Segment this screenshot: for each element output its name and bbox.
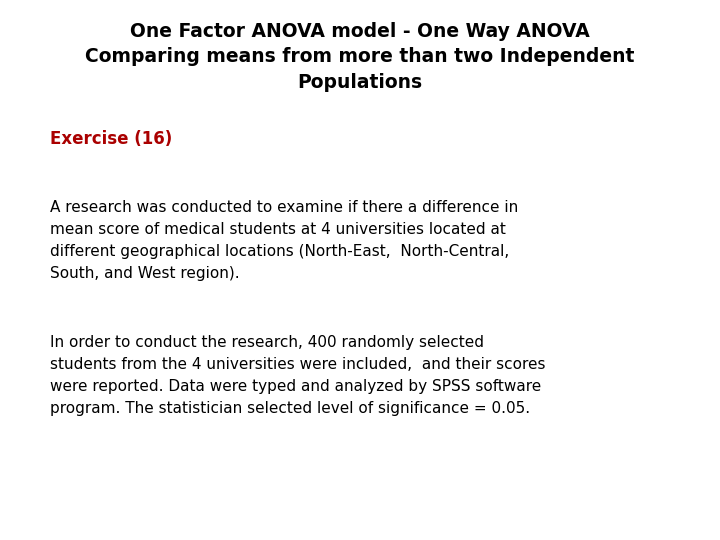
Text: In order to conduct the research, 400 randomly selected
students from the 4 univ: In order to conduct the research, 400 ra… [50, 335, 546, 416]
Text: Exercise (16): Exercise (16) [50, 130, 173, 147]
Text: A research was conducted to examine if there a difference in
mean score of medic: A research was conducted to examine if t… [50, 200, 518, 281]
Text: One Factor ANOVA model - One Way ANOVA
Comparing means from more than two Indepe: One Factor ANOVA model - One Way ANOVA C… [85, 22, 635, 92]
